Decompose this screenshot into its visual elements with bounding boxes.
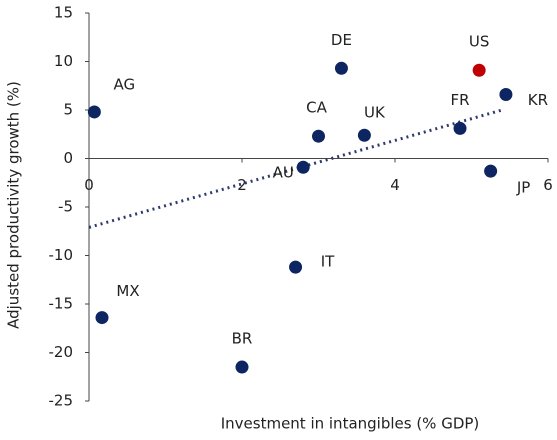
data-point xyxy=(334,61,348,75)
data-point xyxy=(357,128,371,142)
x-tick-label: 0 xyxy=(84,176,94,194)
data-point xyxy=(499,87,513,101)
point-label: FR xyxy=(450,91,469,109)
x-tick-label: 6 xyxy=(543,176,553,194)
x-tick-label: 4 xyxy=(390,176,400,194)
point-label: MX xyxy=(116,282,139,300)
y-tick-label: -5 xyxy=(58,198,73,216)
y-tick-label: 15 xyxy=(54,4,73,22)
y-tick-label: 0 xyxy=(63,149,73,167)
y-tick-label: 5 xyxy=(63,101,73,119)
y-tick-label: -15 xyxy=(49,295,74,313)
point-label: KR xyxy=(528,91,548,109)
x-axis-title: Investment in intangibles (% GDP) xyxy=(221,415,480,433)
point-label: IT xyxy=(321,253,335,271)
trendline xyxy=(88,108,503,229)
point-label: US xyxy=(469,33,490,51)
point-label: DE xyxy=(331,31,352,49)
point-label: UK xyxy=(364,104,386,122)
y-tick-label: -20 xyxy=(49,343,74,361)
point-label: CA xyxy=(306,99,327,117)
y-axis-title: Adjusted productivity growth (%) xyxy=(5,81,23,329)
point-label: AU xyxy=(273,164,294,182)
data-point xyxy=(453,121,467,135)
data-point xyxy=(472,63,486,77)
point-label: JP xyxy=(516,179,530,197)
y-tick-label: 10 xyxy=(54,52,73,70)
data-point xyxy=(95,311,109,325)
data-point xyxy=(296,160,310,174)
data-point xyxy=(289,260,303,274)
data-point xyxy=(484,164,498,178)
y-tick-label: -25 xyxy=(49,392,74,410)
data-point xyxy=(87,105,101,119)
data-point xyxy=(235,360,249,374)
y-tick-label: -10 xyxy=(49,246,74,264)
data-point xyxy=(312,129,325,143)
x-tick-label: 2 xyxy=(237,176,247,194)
point-label: BR xyxy=(232,330,253,348)
point-label: AG xyxy=(114,75,136,93)
